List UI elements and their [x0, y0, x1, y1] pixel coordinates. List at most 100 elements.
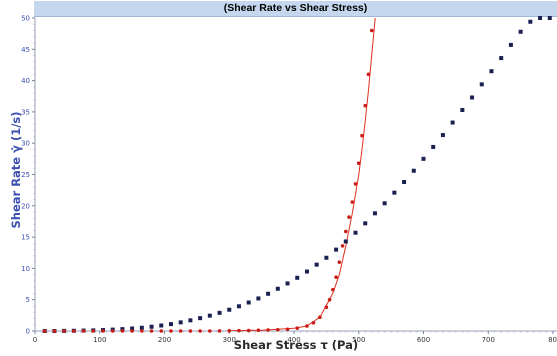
y-tick-label: 35 [21, 108, 30, 116]
data-point [508, 42, 513, 47]
x-tick-label: 300 [223, 336, 236, 344]
data-point [52, 329, 57, 333]
data-point [350, 200, 355, 204]
data-point [363, 103, 368, 108]
data-point [81, 329, 86, 333]
x-tick-label: 600 [417, 336, 430, 344]
x-tick-label: 100 [93, 336, 106, 344]
data-point [178, 329, 183, 333]
data-point [360, 133, 364, 138]
data-point [236, 304, 241, 309]
data-point [208, 329, 212, 333]
x-tick-label: 400 [287, 336, 300, 344]
data-point [356, 161, 361, 166]
data-point [470, 95, 475, 100]
data-point [340, 244, 345, 248]
y-tick-label: 50 [21, 15, 30, 23]
x-axis-title: Shear Stress τ (Pa) [234, 338, 358, 352]
data-point [62, 329, 66, 333]
data-point [42, 329, 47, 333]
data-point [528, 19, 533, 24]
data-point [266, 291, 271, 296]
chart-title: (Shear Rate vs Shear Stress) [223, 2, 368, 14]
data-point [139, 325, 144, 330]
data-point [334, 247, 339, 252]
data-point [207, 313, 212, 318]
data-point [431, 144, 436, 149]
y-axis-title: Shear Rate γ̇ (1/s) [9, 111, 23, 228]
data-point [188, 318, 193, 323]
data-point [188, 329, 193, 333]
series-1 [42, 16, 552, 333]
data-point [314, 262, 319, 267]
data-point [159, 323, 164, 328]
y-tick-label: 25 [21, 171, 30, 179]
data-point [344, 229, 348, 234]
data-point [411, 168, 416, 173]
data-point [295, 275, 300, 280]
data-point [382, 201, 387, 206]
data-point [353, 182, 358, 186]
data-point [343, 239, 348, 244]
data-point [275, 286, 280, 291]
data-point [372, 211, 377, 216]
data-point [479, 82, 484, 87]
data-point [392, 190, 397, 195]
data-point [334, 275, 338, 279]
data-point [256, 296, 261, 301]
chart-title-bar: (Shear Rate vs Shear Stress) [34, 1, 557, 17]
data-point [140, 329, 144, 333]
x-tick-label: 0 [33, 336, 37, 344]
data-point [101, 329, 105, 333]
y-tick-label: 0 [26, 328, 30, 336]
data-point [285, 327, 290, 332]
curve-layer [229, 18, 376, 331]
x-tick-label: 500 [352, 336, 365, 344]
data-point [366, 72, 371, 77]
data-point [311, 321, 316, 325]
data-point [198, 316, 203, 321]
data-point [363, 221, 368, 226]
data-point [72, 329, 76, 333]
data-point [331, 287, 335, 292]
data-point [440, 133, 445, 138]
series-layer [42, 16, 552, 333]
y-tick-label: 40 [21, 77, 30, 85]
data-point [499, 56, 504, 61]
fit-curve [229, 18, 376, 331]
data-point [353, 230, 358, 235]
series-2 [42, 28, 374, 333]
data-point [130, 329, 134, 333]
y-tick-label: 10 [21, 265, 30, 273]
y-tick-label: 5 [26, 296, 30, 304]
data-point [169, 329, 173, 333]
data-point [91, 329, 96, 333]
data-point [130, 326, 135, 331]
data-point [421, 156, 426, 161]
y-tick-label: 45 [21, 46, 30, 54]
data-point [369, 28, 374, 33]
data-point [327, 297, 332, 302]
data-point [518, 29, 523, 34]
data-point [266, 328, 270, 332]
data-point [110, 329, 115, 333]
y-tick-label: 20 [21, 202, 30, 210]
data-point [402, 180, 407, 185]
data-point [227, 328, 232, 333]
data-point [337, 260, 342, 264]
data-point [324, 305, 329, 310]
data-point [276, 327, 280, 332]
x-tick-label: 200 [158, 336, 171, 344]
data-point [318, 315, 322, 320]
data-point [217, 310, 222, 315]
data-point [168, 322, 173, 327]
data-point [217, 329, 222, 333]
data-point [324, 255, 329, 260]
x-tick-label: 700 [482, 336, 495, 344]
data-point [305, 324, 309, 328]
data-point [120, 327, 125, 332]
data-point [460, 108, 465, 113]
data-point [149, 329, 154, 333]
